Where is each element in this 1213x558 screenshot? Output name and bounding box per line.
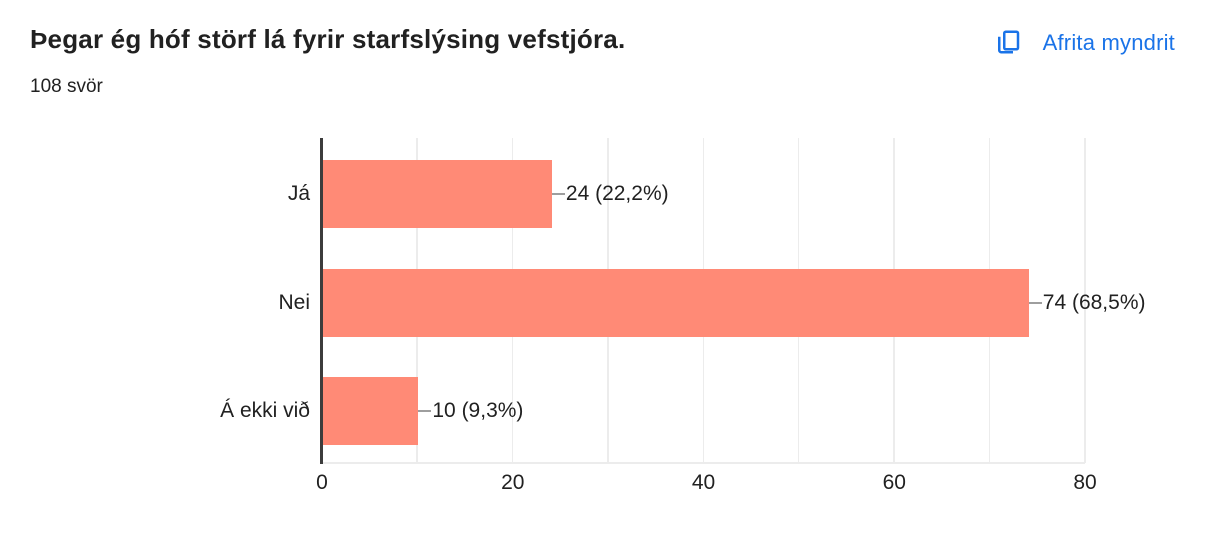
x-tick-label: 0 bbox=[316, 471, 328, 494]
x-tick-label: 40 bbox=[691, 471, 716, 494]
category-label: Nei bbox=[278, 290, 310, 314]
bar bbox=[323, 376, 419, 445]
gridline bbox=[1084, 138, 1086, 463]
copy-chart-button[interactable]: Afrita myndrit bbox=[993, 26, 1175, 60]
x-tick-label: 80 bbox=[1073, 471, 1097, 494]
x-tick-label: 20 bbox=[501, 471, 525, 494]
bar bbox=[323, 268, 1029, 337]
connector-line bbox=[1028, 301, 1042, 304]
copy-chart-label: Afrita myndrit bbox=[1042, 30, 1175, 55]
category-label: Já bbox=[287, 182, 310, 206]
y-axis-line bbox=[320, 138, 323, 464]
category-label: Á ekki við bbox=[220, 398, 310, 422]
connector-line bbox=[551, 193, 565, 196]
value-label: 74 (68,5%) bbox=[1042, 290, 1146, 314]
connector-line bbox=[418, 409, 432, 412]
response-count: 108 svör bbox=[30, 76, 103, 97]
copy-icon bbox=[993, 27, 1023, 59]
plot-baseline bbox=[322, 462, 1085, 464]
bar bbox=[323, 160, 552, 229]
page-title: Þegar ég hóf störf lá fyrir starfslýsing… bbox=[30, 24, 626, 54]
value-label: 24 (22,2%) bbox=[565, 182, 669, 206]
value-label: 10 (9,3%) bbox=[432, 398, 524, 422]
x-tick-label: 60 bbox=[882, 471, 906, 494]
